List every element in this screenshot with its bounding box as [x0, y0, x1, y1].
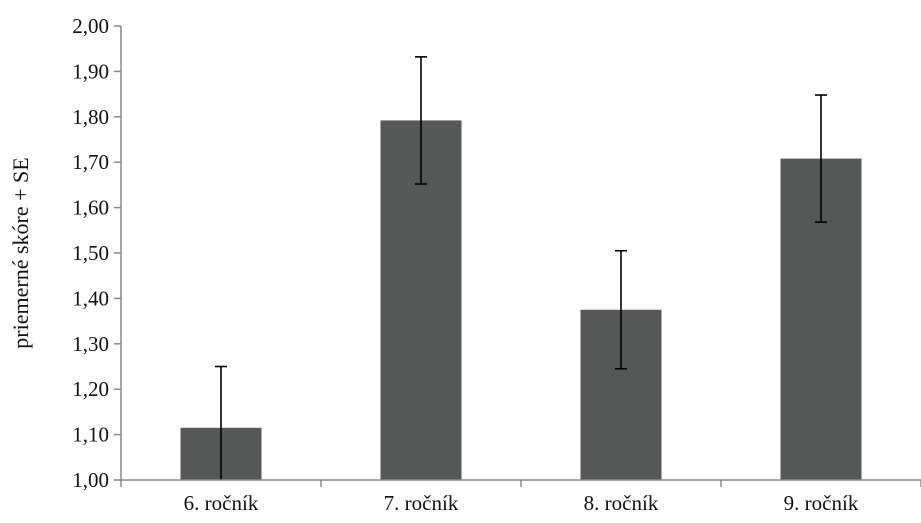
x-axis: 6. ročník 7. ročník 8. ročník 9. ročník [120, 480, 921, 515]
y-tick-label: 1,00 [72, 468, 109, 492]
y-tick-label: 1,70 [72, 150, 109, 174]
x-tick-label: 9. ročník [784, 491, 859, 515]
y-tick-label: 2,00 [72, 14, 109, 38]
y-tick-label: 1,80 [72, 105, 109, 129]
y-tick-label: 1,40 [72, 286, 109, 310]
y-tick-label: 1,90 [72, 59, 109, 83]
y-axis: 1,00 1,10 1,20 1,30 1,40 1,50 1,60 1,70 1,80 1,90… [72, 14, 121, 492]
y-tick-label: 1,60 [72, 196, 109, 220]
y-axis-title: priemerné skóre + SE [8, 157, 33, 348]
bars [180, 120, 862, 480]
error-bars [215, 56, 827, 480]
y-tick-label: 1,50 [72, 241, 109, 265]
y-tick-label: 1,10 [72, 423, 109, 447]
x-tick-label: 6. ročník [184, 491, 259, 515]
x-tick-label: 8. ročník [584, 491, 659, 515]
y-tick-label: 1,30 [72, 332, 109, 356]
y-tick-label: 1,20 [72, 377, 109, 401]
x-tick-label: 7. ročník [384, 491, 459, 515]
